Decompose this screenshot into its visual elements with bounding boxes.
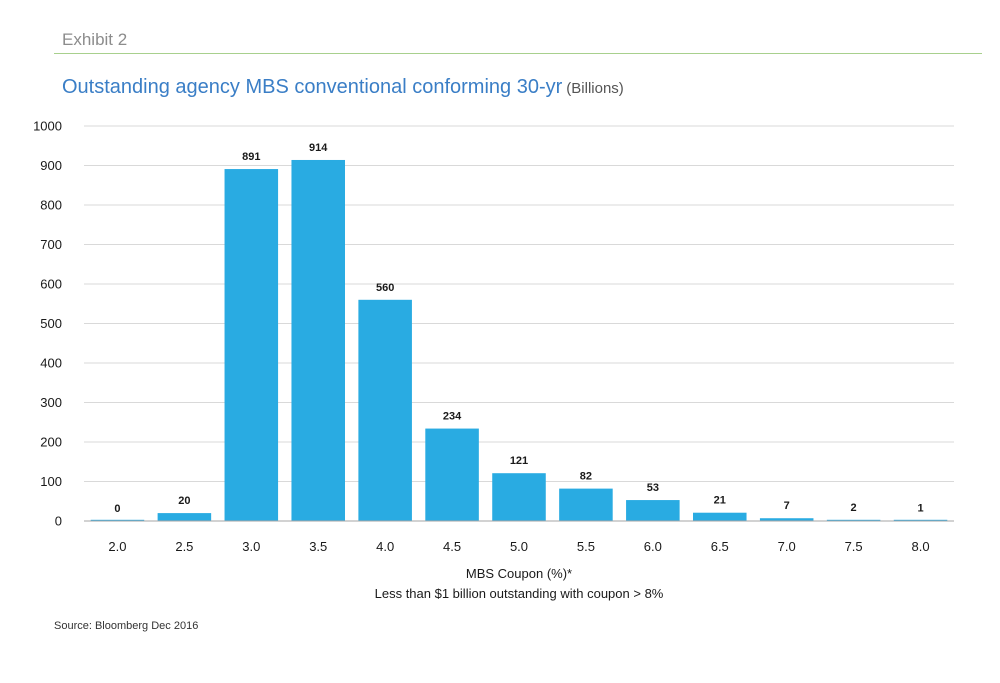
y-tick-label: 100 (40, 474, 62, 489)
bar-value-label: 21 (714, 495, 726, 507)
exhibit-divider (54, 53, 982, 54)
x-tick-label: 3.0 (242, 539, 260, 554)
bar (358, 299, 412, 521)
y-tick-label: 200 (40, 435, 62, 450)
y-tick-label: 500 (40, 316, 62, 331)
bar (90, 519, 145, 521)
x-tick-label: 8.0 (911, 539, 929, 554)
x-tick-label: 4.5 (443, 539, 461, 554)
x-tick-label: 2.0 (108, 539, 126, 554)
bar-value-label: 914 (309, 142, 328, 154)
bar-value-label: 2 (851, 502, 857, 514)
bar (492, 473, 546, 521)
x-axis-title: MBS Coupon (%)* (466, 566, 572, 581)
y-tick-label: 0 (55, 514, 62, 529)
x-axis-note: Less than $1 billion outstanding with co… (375, 586, 664, 601)
bar (157, 513, 212, 521)
x-tick-label: 6.5 (711, 539, 729, 554)
bar-value-label: 20 (178, 495, 190, 507)
bar (759, 518, 814, 521)
bar (693, 512, 747, 521)
exhibit-label: Exhibit 2 (62, 30, 128, 49)
y-tick-label: 800 (40, 198, 62, 213)
bar-value-label: 560 (376, 282, 394, 294)
x-tick-label: 5.0 (510, 539, 528, 554)
x-tick-label: 3.5 (309, 539, 327, 554)
bar-value-label: 82 (580, 471, 592, 483)
x-tick-label: 5.5 (577, 539, 595, 554)
bar (626, 500, 680, 521)
source-note: Source: Bloomberg Dec 2016 (54, 620, 199, 632)
y-tick-label: 700 (40, 237, 62, 252)
y-tick-label: 900 (40, 158, 62, 173)
chart-title-units: (Billions) (566, 80, 624, 97)
bar-value-label: 234 (443, 411, 462, 423)
bar-value-label: 7 (784, 500, 790, 512)
bar-value-label: 1 (917, 503, 923, 515)
bar-value-label: 891 (242, 151, 260, 163)
y-tick-label: 1000 (33, 119, 62, 134)
x-tick-label: 6.0 (644, 539, 662, 554)
bar (893, 519, 948, 521)
x-tick-label: 7.0 (778, 539, 796, 554)
bar (826, 519, 881, 521)
bar-value-label: 53 (647, 482, 659, 494)
bar-value-label: 121 (510, 455, 528, 467)
bar (425, 428, 479, 521)
y-tick-label: 300 (40, 395, 62, 410)
bar-value-label: 0 (114, 503, 120, 515)
chart-title: Outstanding agency MBS conventional conf… (62, 76, 624, 99)
bar (291, 159, 345, 521)
y-tick-label: 400 (40, 356, 62, 371)
chart-title-text: Outstanding agency MBS conventional conf… (62, 76, 563, 98)
x-tick-label: 2.5 (175, 539, 193, 554)
x-tick-label: 4.0 (376, 539, 394, 554)
x-tick-label: 7.5 (845, 539, 863, 554)
bar (224, 169, 279, 521)
y-tick-label: 600 (40, 277, 62, 292)
bar (559, 488, 613, 521)
